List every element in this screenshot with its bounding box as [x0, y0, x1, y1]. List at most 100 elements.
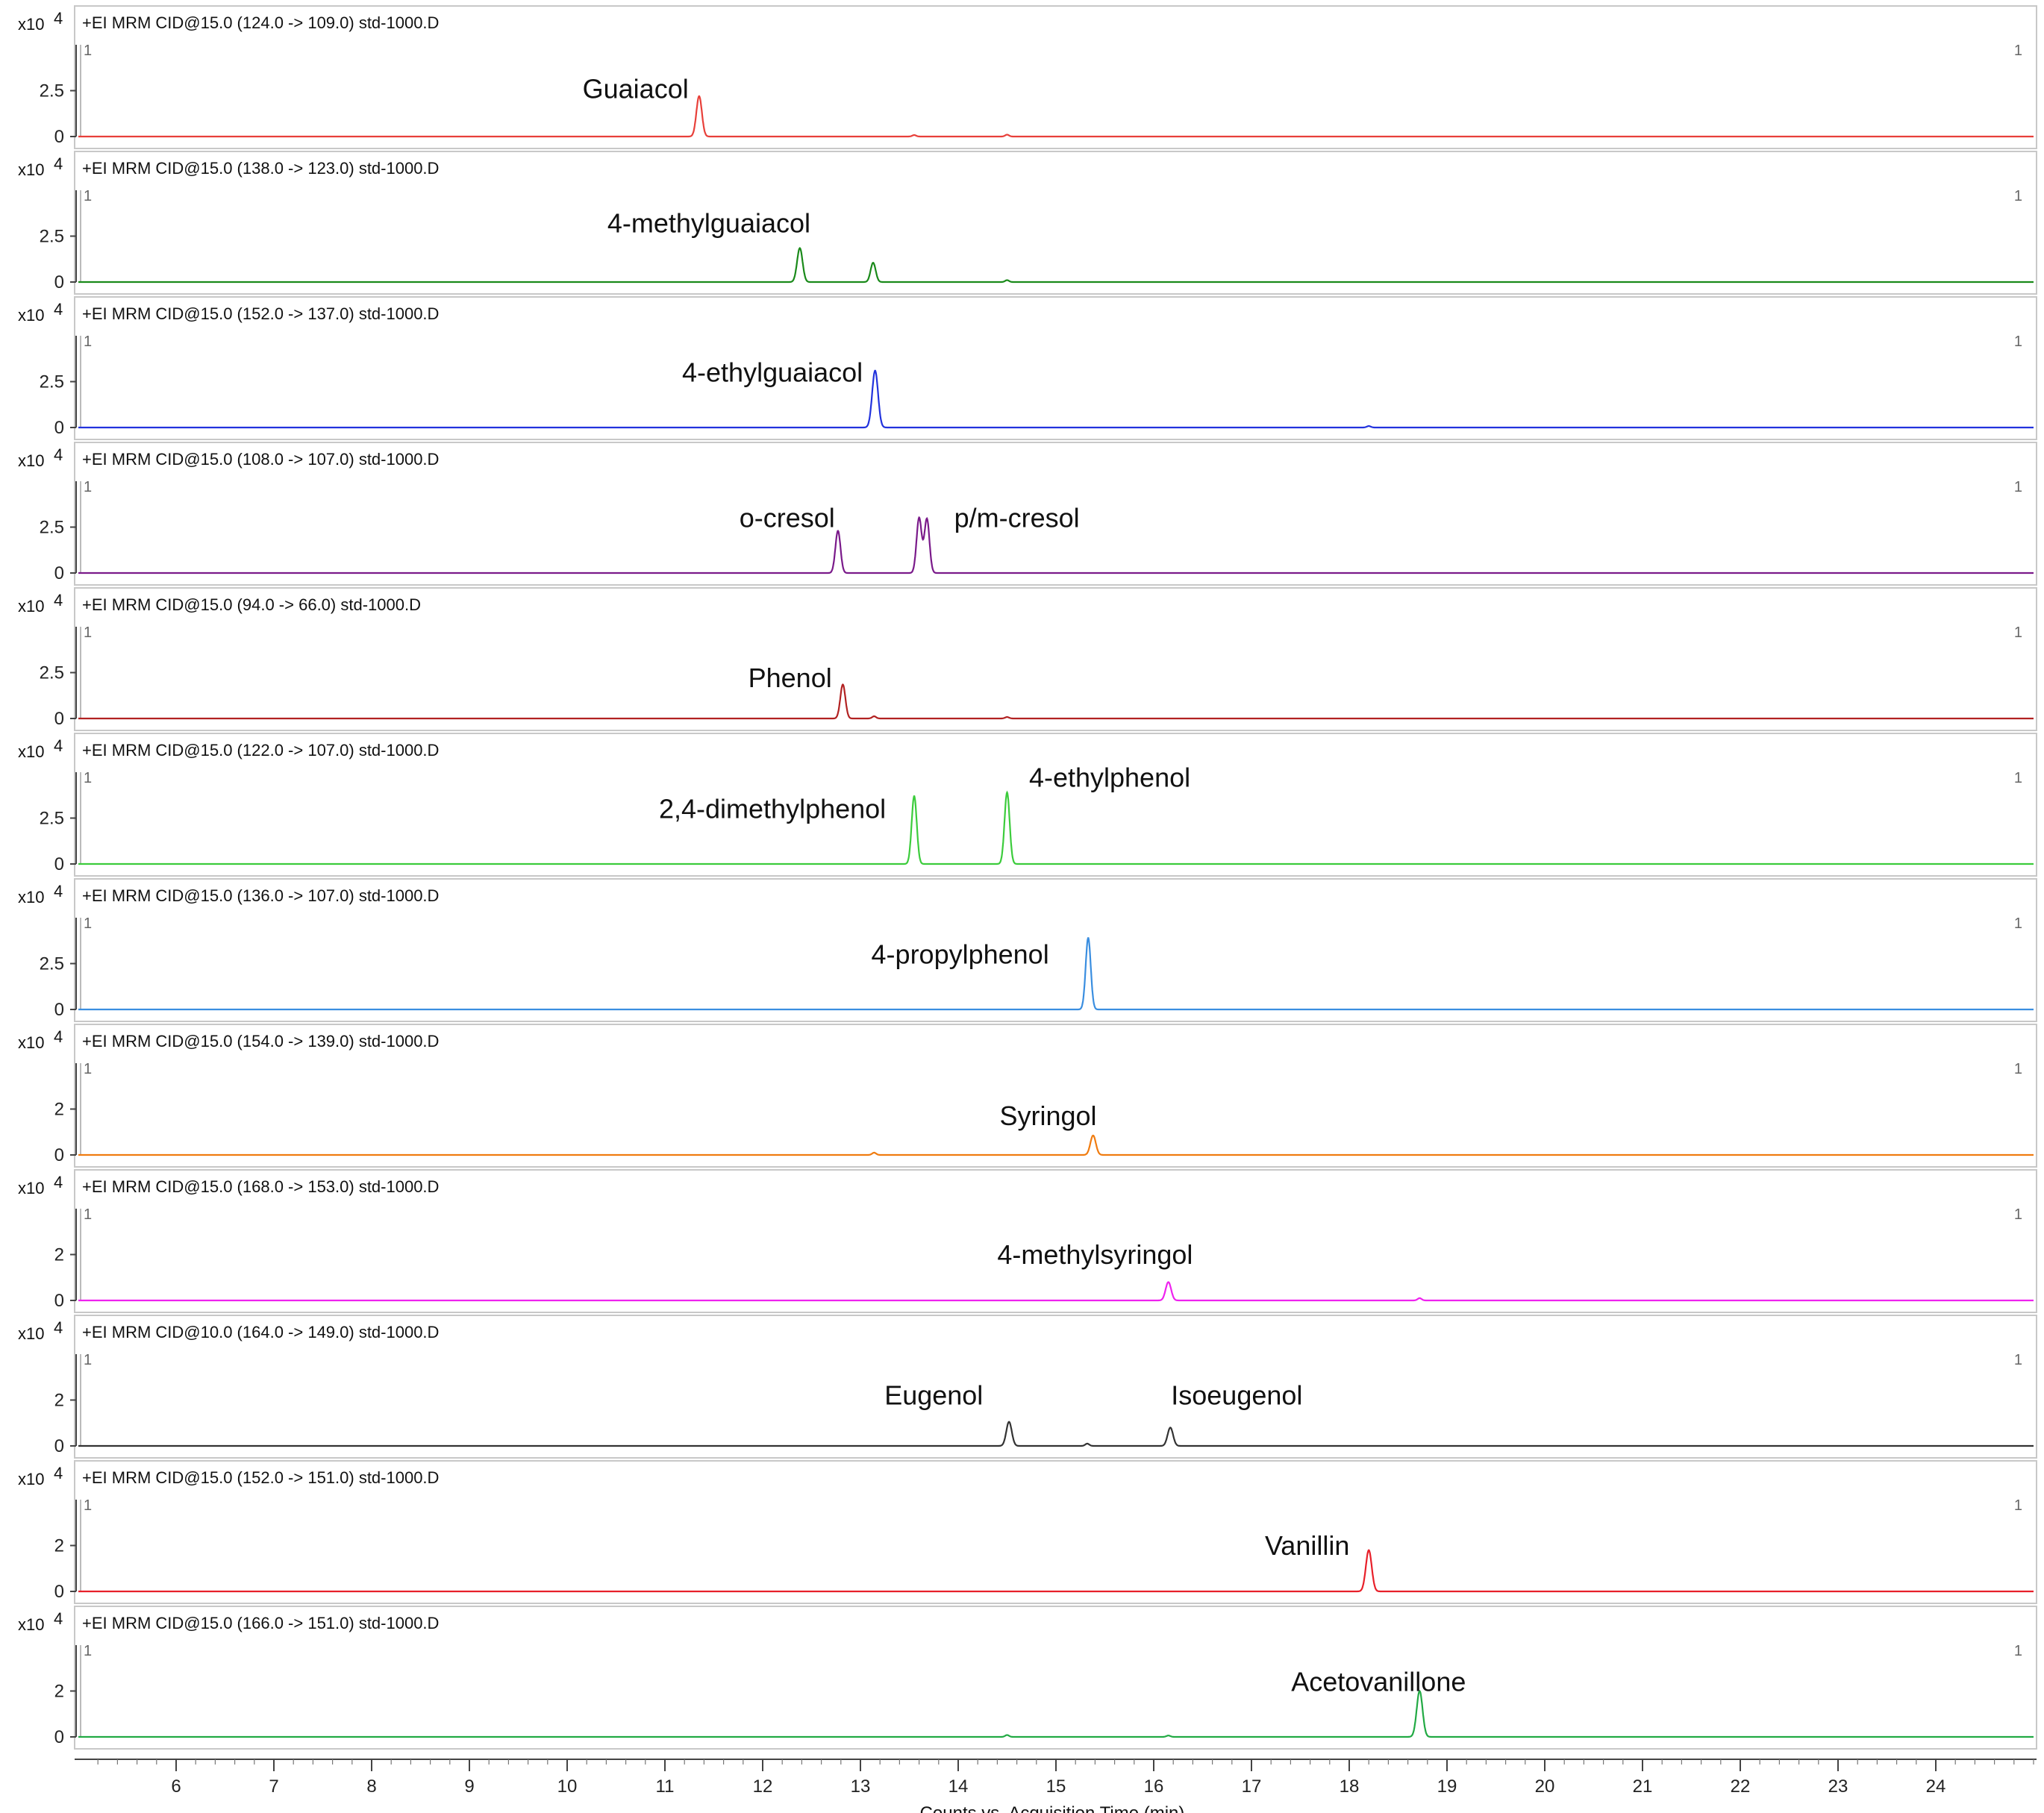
y-scale-label: x10 — [18, 742, 44, 761]
x-tick-label: 8 — [366, 1776, 376, 1797]
y-tick-label: 2 — [54, 1100, 64, 1120]
marker-one-left: 1 — [84, 1497, 92, 1514]
peak-apex — [1006, 279, 1008, 281]
x-tick-label: 18 — [1340, 1776, 1360, 1797]
trace-line — [78, 1689, 2034, 1738]
trace-line — [78, 683, 2034, 720]
y-tick-label: 0 — [54, 1000, 64, 1020]
trace-line — [78, 369, 2034, 429]
marker-one-left: 1 — [84, 1352, 92, 1368]
y-scale-exponent: 4 — [54, 445, 63, 464]
compound-label: 4-methylguaiacol — [607, 208, 810, 239]
chromatogram-panel: +EI MRM CID@15.0 (166.0 -> 151.0) std-10… — [18, 1606, 2037, 1750]
y-scale-exponent: 4 — [54, 154, 63, 173]
y-scale-exponent: 4 — [54, 300, 63, 319]
trace-line — [78, 1549, 2034, 1593]
peak-apex — [1087, 937, 1090, 939]
y-scale-label: x10 — [18, 1033, 44, 1052]
y-tick-label: 0 — [54, 272, 64, 292]
x-tick-label: 24 — [1926, 1776, 1946, 1797]
compound-label: Syringol — [999, 1100, 1096, 1131]
y-scale-exponent: 4 — [54, 9, 63, 28]
chromatogram-panel: +EI MRM CID@15.0 (122.0 -> 107.0) std-10… — [18, 733, 2037, 877]
marker-one-right: 1 — [2014, 188, 2022, 204]
peak-apex — [1368, 1549, 1369, 1551]
marker-one-right: 1 — [2014, 770, 2022, 786]
y-scale-exponent: 4 — [54, 1609, 63, 1628]
y-tick-label: 2.5 — [40, 809, 64, 829]
y-scale-label: x10 — [18, 597, 44, 616]
x-tick-label: 17 — [1242, 1776, 1262, 1797]
y-scale-exponent: 4 — [54, 591, 63, 610]
panel-frame — [74, 1606, 2037, 1750]
peak-apex — [1006, 716, 1008, 718]
x-tick-label: 12 — [753, 1776, 773, 1797]
chromatogram-panel: +EI MRM CID@15.0 (152.0 -> 151.0) std-10… — [18, 1460, 2037, 1604]
panel-frame — [74, 442, 2037, 586]
marker-one-right: 1 — [2014, 1352, 2022, 1368]
marker-one-left: 1 — [84, 1643, 92, 1659]
y-scale-exponent: 4 — [54, 736, 63, 755]
chromatogram-panel: +EI MRM CID@15.0 (124.0 -> 109.0) std-10… — [18, 5, 2037, 149]
y-tick-label: 2.5 — [40, 372, 64, 392]
y-scale-label: x10 — [18, 451, 44, 470]
x-axis-title: Counts vs. Acquisition Time (min) — [920, 1803, 1185, 1813]
compound-label: 4-ethylphenol — [1029, 763, 1190, 793]
peak-apex — [1167, 1281, 1169, 1283]
marker-one-left: 1 — [84, 915, 92, 932]
marker-one-left: 1 — [84, 334, 92, 350]
y-scale-label: x10 — [18, 1324, 44, 1343]
peak-apex — [1368, 425, 1369, 427]
compound-label: Acetovanillone — [1291, 1667, 1466, 1697]
peak-apex — [1092, 1135, 1094, 1136]
panel-header: +EI MRM CID@15.0 (154.0 -> 139.0) std-10… — [82, 1032, 439, 1050]
y-scale-exponent: 4 — [54, 1318, 63, 1337]
trace-line — [78, 937, 2034, 1011]
panel-frame — [74, 296, 2037, 440]
y-tick-label: 0 — [54, 418, 64, 438]
marker-one-right: 1 — [2014, 915, 2022, 932]
panel-frame — [74, 587, 2037, 731]
peak-apex — [1169, 1427, 1172, 1429]
panel-frame — [74, 733, 2037, 877]
x-tick-label: 7 — [269, 1776, 278, 1797]
trace-line — [78, 516, 2034, 574]
peak-apex — [1006, 134, 1008, 136]
peak-apex — [1167, 1735, 1169, 1736]
y-tick-label: 2 — [54, 1391, 64, 1411]
x-tick-label: 6 — [171, 1776, 181, 1797]
marker-one-right: 1 — [2014, 43, 2022, 59]
panel-header: +EI MRM CID@15.0 (124.0 -> 109.0) std-10… — [82, 13, 439, 32]
x-tick-label: 16 — [1144, 1776, 1164, 1797]
chromatogram-panel: +EI MRM CID@15.0 (136.0 -> 107.0) std-10… — [18, 878, 2037, 1022]
trace-line — [78, 1134, 2034, 1156]
compound-label: Isoeugenol — [1171, 1380, 1302, 1411]
peak-apex — [1419, 1297, 1421, 1299]
panel-header: +EI MRM CID@15.0 (122.0 -> 107.0) std-10… — [82, 741, 439, 760]
trace-line — [78, 1281, 2034, 1302]
y-tick-label: 0 — [54, 1436, 64, 1456]
x-tick-label: 13 — [851, 1776, 871, 1797]
peak-apex — [913, 134, 915, 136]
y-tick-label: 0 — [54, 854, 64, 874]
y-tick-label: 2.5 — [40, 518, 64, 538]
x-tick-label: 14 — [948, 1776, 969, 1797]
chromatogram-panel: +EI MRM CID@10.0 (164.0 -> 149.0) std-10… — [18, 1315, 2037, 1459]
y-scale-exponent: 4 — [54, 1027, 63, 1046]
panels-layer: +EI MRM CID@15.0 (124.0 -> 109.0) std-10… — [18, 5, 2037, 1750]
compound-label: 4-methylsyringol — [997, 1239, 1193, 1270]
x-tick-label: 10 — [557, 1776, 578, 1797]
marker-one-left: 1 — [84, 43, 92, 59]
panel-header: +EI MRM CID@10.0 (164.0 -> 149.0) std-10… — [82, 1323, 439, 1341]
chromatogram-panel: +EI MRM CID@15.0 (168.0 -> 153.0) std-10… — [18, 1169, 2037, 1313]
compound-label: o-cresol — [740, 503, 835, 533]
marker-one-left: 1 — [84, 624, 92, 641]
chromatogram-panel: +EI MRM CID@15.0 (152.0 -> 137.0) std-10… — [18, 296, 2037, 440]
y-scale-label: x10 — [18, 160, 44, 179]
y-tick-label: 0 — [54, 709, 64, 729]
peak-apex — [1006, 792, 1008, 793]
chromatogram-panel: +EI MRM CID@15.0 (138.0 -> 123.0) std-10… — [18, 151, 2037, 295]
y-tick-label: 0 — [54, 1145, 64, 1165]
trace-line — [78, 790, 2034, 865]
